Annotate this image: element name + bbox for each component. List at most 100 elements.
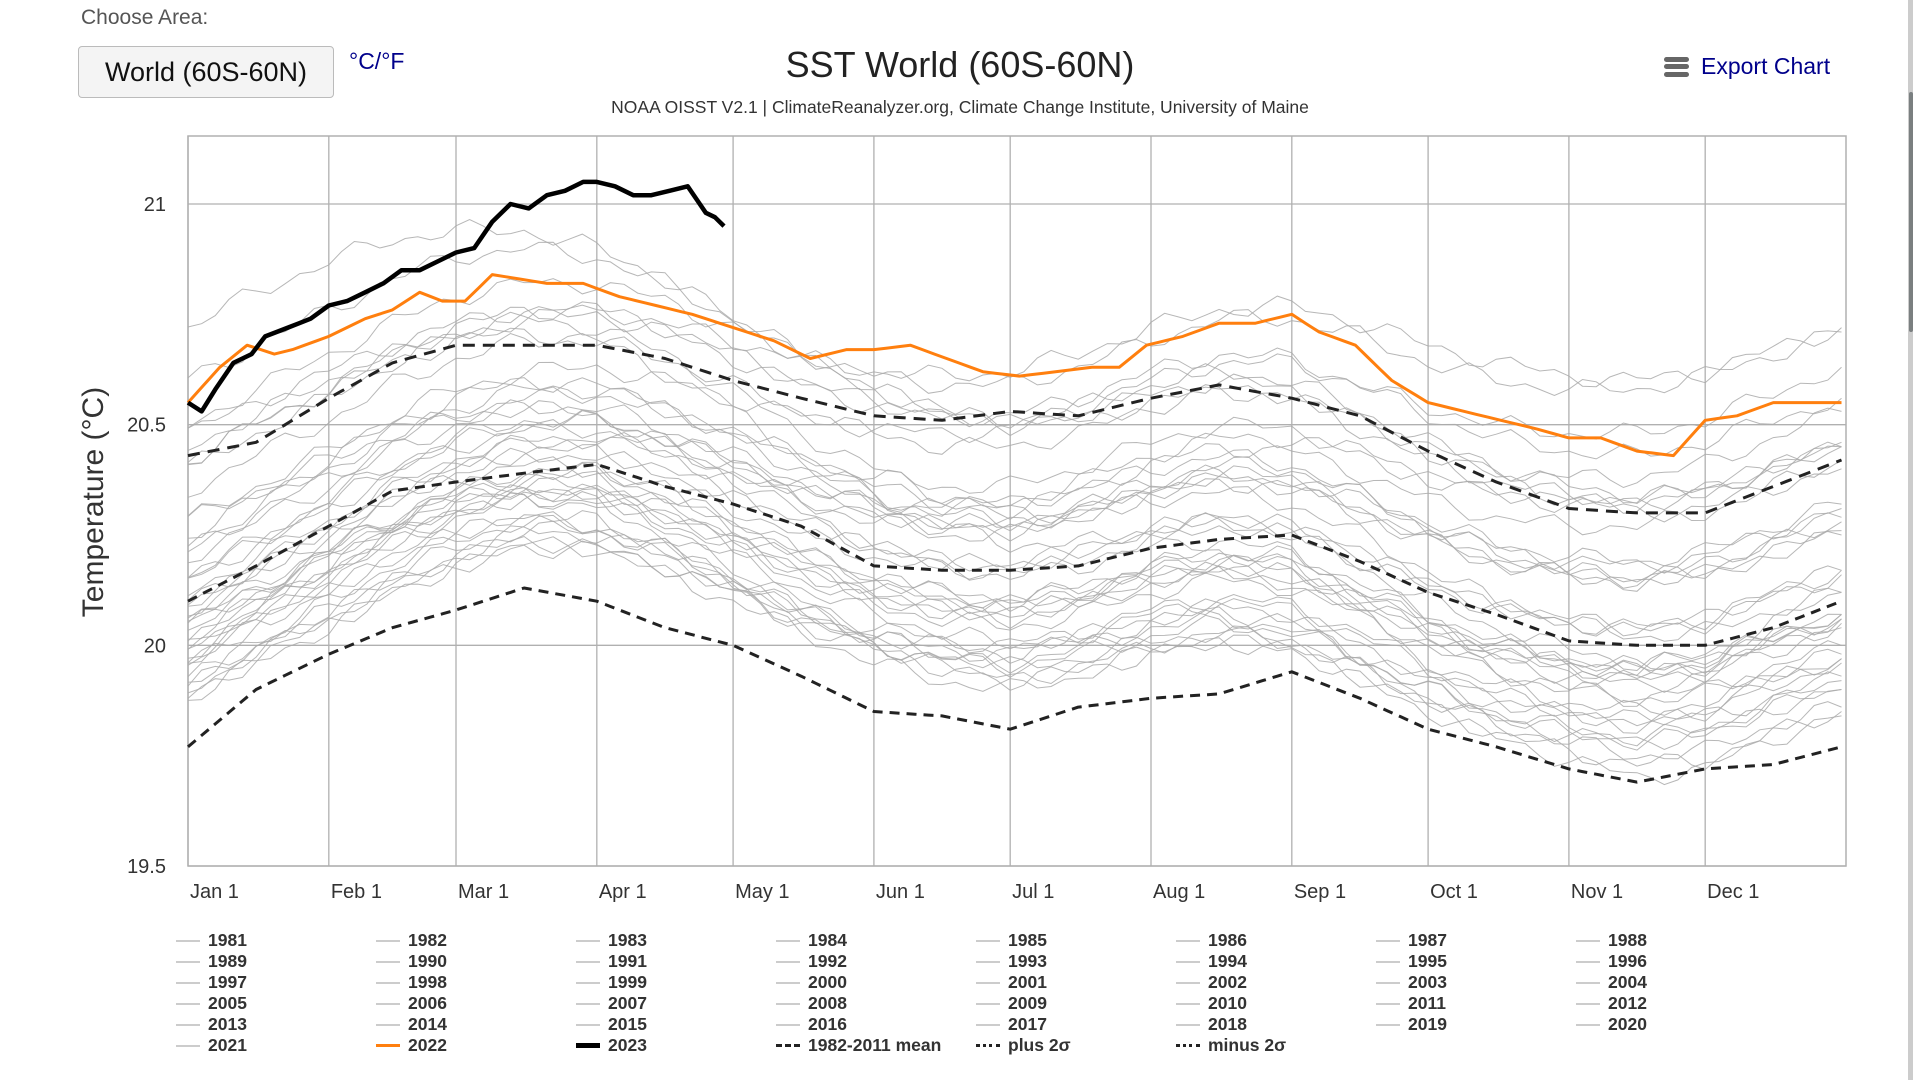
legend-item[interactable]: 1992 (776, 951, 847, 972)
series-line-1982-2011-mean (187, 343, 1843, 515)
legend-swatch-icon (576, 1043, 600, 1048)
legend-item[interactable]: 2009 (976, 993, 1047, 1014)
series-line-2011 (187, 447, 1842, 637)
axes: 19.5 20 20.5 21 Jan 1 Feb 1 Mar 1 Apr 1 May 1 Jun… (127, 194, 1759, 903)
legend-item[interactable]: 2008 (776, 993, 847, 1014)
legend-item[interactable]: 1993 (976, 951, 1047, 972)
legend-item[interactable]: 1985 (976, 930, 1047, 951)
series-line-1996 (187, 483, 1842, 676)
legend-item[interactable]: 1988 (1576, 930, 1647, 951)
legend-item[interactable]: 1982-2011 mean (776, 1035, 941, 1056)
legend-swatch-icon (976, 939, 1000, 942)
legend-item[interactable]: 1999 (576, 972, 647, 993)
legend-item[interactable]: 2000 (776, 972, 847, 993)
highlight-lines (186, 179, 1843, 784)
legend-label: 1996 (1608, 951, 1647, 971)
legend-swatch-icon (1176, 960, 1200, 963)
chart-subtitle: NOAA OISST V2.1 | ClimateReanalyzer.org,… (611, 97, 1309, 117)
series-line-1995 (187, 462, 1842, 680)
series-line-1989 (187, 540, 1842, 747)
legend-swatch-icon (576, 1023, 600, 1026)
scrollbar-thumb[interactable] (1909, 92, 1913, 332)
y-tick-label: 20.5 (127, 415, 166, 437)
legend-item[interactable]: 2021 (176, 1035, 247, 1056)
legend-item[interactable]: 1983 (576, 930, 647, 951)
legend-item[interactable]: 1989 (176, 951, 247, 972)
legend-item[interactable]: 1990 (376, 951, 447, 972)
legend-item[interactable]: 2010 (1176, 993, 1247, 1014)
page-scrollbar[interactable] (1908, 0, 1913, 1080)
series-line-2003 (187, 377, 1842, 592)
legend-item[interactable]: 2003 (1376, 972, 1447, 993)
legend-label: 1998 (408, 972, 447, 992)
legend-label: 2002 (1208, 972, 1247, 992)
legend-item[interactable]: 2001 (976, 972, 1047, 993)
x-tick-label: Apr 1 (599, 881, 647, 903)
legend-item[interactable]: 2005 (176, 993, 247, 1014)
legend-label: 2010 (1208, 993, 1247, 1013)
legend-swatch-icon (376, 939, 400, 942)
legend-item[interactable]: 2006 (376, 993, 447, 1014)
legend-item[interactable]: 1996 (1576, 951, 1647, 972)
series-line-1991 (187, 484, 1842, 703)
legend-item[interactable]: 2013 (176, 1014, 247, 1035)
series-line-1993 (187, 520, 1842, 716)
legend-item[interactable]: plus 2σ (976, 1035, 1071, 1056)
background-year-lines (187, 218, 1842, 786)
series-line-2021 (187, 308, 1842, 463)
series-line-2019 (187, 278, 1842, 429)
legend-item[interactable]: 2012 (1576, 993, 1647, 1014)
legend-item[interactable]: 1998 (376, 972, 447, 993)
legend-swatch-icon (1376, 981, 1400, 984)
legend-item[interactable]: minus 2σ (1176, 1035, 1286, 1056)
legend-item[interactable]: 2017 (976, 1014, 1047, 1035)
legend-item[interactable]: 2007 (576, 993, 647, 1014)
legend-item[interactable]: 1986 (1176, 930, 1247, 951)
legend-item[interactable]: 2002 (1176, 972, 1247, 993)
legend-item[interactable]: 2020 (1576, 1014, 1647, 1035)
series-line-2016 (187, 218, 1842, 506)
y-axis-label: Temperature (°C) (77, 387, 110, 617)
legend-item[interactable]: 1994 (1176, 951, 1247, 972)
x-tick-label: Oct 1 (1430, 881, 1478, 903)
legend-swatch-icon (1176, 939, 1200, 942)
series-line-2010 (187, 327, 1842, 672)
legend-item[interactable]: 2011 (1376, 993, 1446, 1014)
export-chart-label: Export Chart (1701, 53, 1831, 79)
legend-label: 1995 (1408, 951, 1447, 971)
legend-item[interactable]: 2014 (376, 1014, 447, 1035)
legend-swatch-icon (1376, 960, 1400, 963)
legend-item[interactable]: 2016 (776, 1014, 847, 1035)
legend-item[interactable]: 1987 (1376, 930, 1447, 951)
legend-item[interactable]: 1991 (576, 951, 647, 972)
legend-label: 2013 (208, 1014, 247, 1034)
area-select-button[interactable]: World (60S-60N) (78, 46, 334, 98)
legend-label: 1986 (1208, 930, 1247, 950)
legend-item[interactable]: 1984 (776, 930, 847, 951)
legend-item[interactable]: 1995 (1376, 951, 1447, 972)
legend-label: 1994 (1208, 951, 1247, 971)
legend-item[interactable]: 2022 (376, 1035, 447, 1056)
legend-item[interactable]: 1997 (176, 972, 247, 993)
plot-frame (187, 135, 1847, 867)
legend-item[interactable]: 2023 (576, 1035, 647, 1056)
legend-label: 1992 (808, 951, 847, 971)
export-chart-button[interactable]: Export Chart (1664, 53, 1830, 80)
legend-item[interactable]: 2015 (576, 1014, 647, 1035)
series-line-2017 (187, 304, 1842, 504)
series-line-2002 (187, 409, 1842, 585)
series-line-2014 (187, 353, 1842, 517)
legend-swatch-icon (976, 960, 1000, 963)
legend-swatch-icon (1376, 1023, 1400, 1026)
legend-label: minus 2σ (1208, 1035, 1287, 1055)
x-tick-label: Jun 1 (876, 881, 925, 903)
legend-swatch-icon (1176, 1044, 1200, 1047)
legend-item[interactable]: 2004 (1576, 972, 1647, 993)
legend-item[interactable]: 2019 (1376, 1014, 1447, 1035)
series-line-1994 (187, 488, 1842, 686)
legend-item[interactable]: 2018 (1176, 1014, 1247, 1035)
legend-item[interactable]: 1981 (176, 930, 247, 951)
legend-swatch-icon (776, 939, 800, 942)
legend-item[interactable]: 1982 (376, 930, 447, 951)
unit-toggle-link[interactable]: °C/°F (349, 48, 405, 74)
